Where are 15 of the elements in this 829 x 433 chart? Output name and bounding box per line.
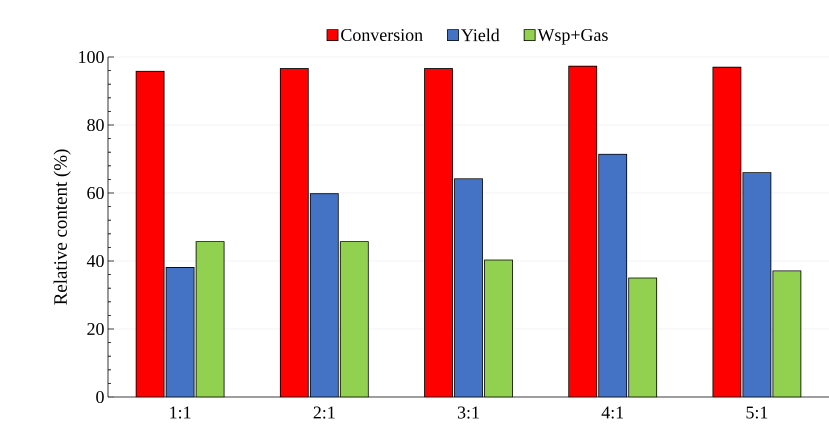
y-tick-label: 60 [87, 186, 104, 200]
legend-label: Conversion [341, 28, 423, 42]
y-tick-label: 100 [79, 50, 104, 64]
legend-label: Yield [461, 28, 500, 42]
x-tick-label: 3:1 [458, 406, 479, 419]
legend-label: Wsp+Gas [538, 28, 608, 45]
y-tick-label: 80 [87, 118, 104, 132]
x-tick-label: 1:1 [170, 406, 190, 419]
x-tick-label: 4:1 [602, 406, 624, 419]
x-tick-label: 5:1 [746, 406, 768, 419]
y-tick-label: 20 [87, 322, 104, 336]
x-tick-label: 2:1 [314, 406, 335, 419]
y-tick-label: 0 [96, 390, 104, 404]
y-axis-title: Relative content (%) [54, 149, 71, 305]
y-tick-label: 40 [86, 254, 104, 268]
